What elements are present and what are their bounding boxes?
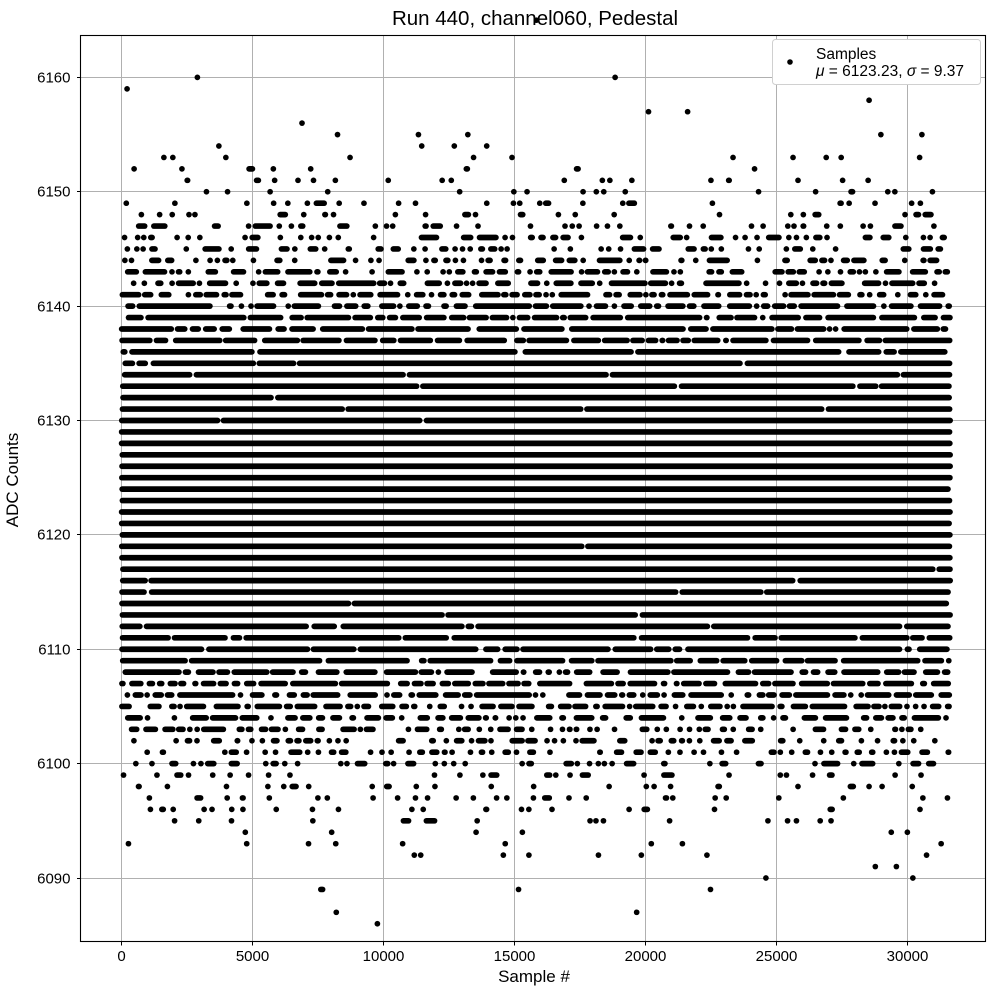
svg-text:5000: 5000 bbox=[236, 948, 269, 965]
svg-text:ADC Counts: ADC Counts bbox=[3, 433, 22, 527]
svg-text:Sample #: Sample # bbox=[498, 967, 570, 986]
svg-text:15000: 15000 bbox=[494, 948, 536, 965]
svg-text:6090: 6090 bbox=[37, 871, 70, 888]
svg-text:6130: 6130 bbox=[37, 413, 70, 430]
svg-text:6100: 6100 bbox=[37, 756, 70, 773]
svg-text:25000: 25000 bbox=[756, 948, 798, 965]
svg-text:Samples: Samples bbox=[816, 46, 877, 63]
svg-text:6140: 6140 bbox=[37, 299, 70, 316]
svg-text:30000: 30000 bbox=[887, 948, 929, 965]
svg-text:0: 0 bbox=[117, 948, 125, 965]
svg-text:10000: 10000 bbox=[363, 948, 405, 965]
svg-text:6120: 6120 bbox=[37, 527, 70, 544]
svg-text:6160: 6160 bbox=[37, 70, 70, 87]
svg-text:6110: 6110 bbox=[38, 642, 70, 659]
svg-text:6150: 6150 bbox=[37, 184, 70, 201]
svg-text:20000: 20000 bbox=[625, 948, 667, 965]
svg-text:μ = 6123.23, σ = 9.37: μ = 6123.23, σ = 9.37 bbox=[815, 63, 964, 80]
